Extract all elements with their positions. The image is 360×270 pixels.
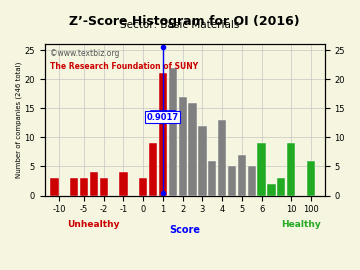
Bar [90, 172, 98, 195]
Bar [50, 178, 59, 195]
Bar [168, 68, 177, 195]
Bar [179, 97, 187, 195]
Bar [287, 143, 295, 195]
Bar [70, 178, 78, 195]
Bar [188, 103, 197, 195]
Text: Unhealthy: Unhealthy [68, 221, 120, 229]
Bar [198, 126, 207, 195]
Text: The Research Foundation of SUNY: The Research Foundation of SUNY [50, 62, 198, 71]
Bar [277, 178, 285, 195]
Bar [218, 120, 226, 195]
Y-axis label: Number of companies (246 total): Number of companies (246 total) [15, 62, 22, 178]
X-axis label: Score: Score [169, 225, 200, 235]
Bar [119, 172, 127, 195]
Bar [248, 167, 256, 195]
Text: ©www.textbiz.org: ©www.textbiz.org [50, 49, 120, 58]
Bar [228, 167, 236, 195]
Bar [159, 73, 167, 195]
Title: Z’-Score Histogram for OI (2016): Z’-Score Histogram for OI (2016) [69, 15, 300, 28]
Bar [80, 178, 88, 195]
Bar [100, 178, 108, 195]
Bar [257, 143, 266, 195]
Text: 0.9017: 0.9017 [146, 113, 178, 122]
Bar [238, 155, 246, 195]
Bar [307, 161, 315, 195]
Bar [149, 143, 157, 195]
Bar [208, 161, 216, 195]
Text: Sector: Basic Materials: Sector: Basic Materials [120, 20, 240, 30]
Text: Healthy: Healthy [281, 221, 321, 229]
Bar [267, 184, 276, 195]
Bar [139, 178, 147, 195]
